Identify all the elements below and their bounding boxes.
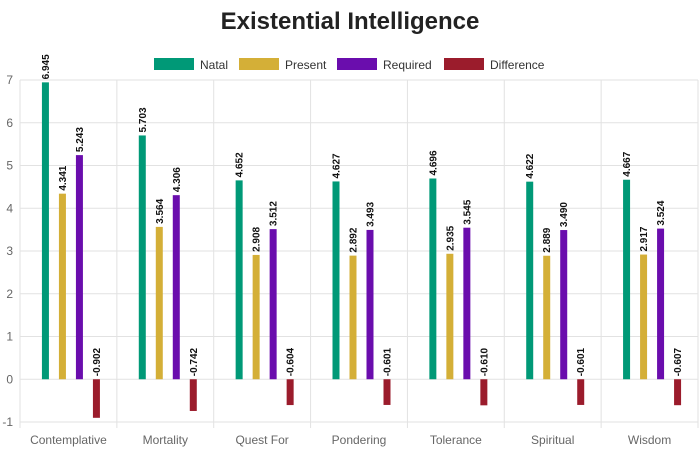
chart-title: Existential Intelligence bbox=[220, 8, 480, 35]
y-tick-label: 0 bbox=[6, 372, 13, 386]
y-tick-label: 5 bbox=[6, 159, 13, 173]
data-label: 3.512 bbox=[269, 201, 280, 226]
data-label: 3.545 bbox=[462, 199, 473, 224]
bar-difference bbox=[383, 379, 391, 405]
data-label: 6.945 bbox=[41, 54, 52, 79]
x-tick-label: Quest For bbox=[235, 433, 288, 447]
data-label: 2.908 bbox=[252, 226, 263, 251]
bar-present bbox=[446, 253, 454, 380]
bar-natal bbox=[429, 178, 437, 380]
data-label: 4.696 bbox=[428, 150, 439, 175]
legend-swatch-required bbox=[337, 58, 377, 70]
legend-label: Difference bbox=[490, 58, 545, 72]
data-label: -0.902 bbox=[92, 347, 103, 376]
x-tick-label: Spiritual bbox=[531, 433, 574, 447]
legend-swatch-difference bbox=[444, 58, 484, 70]
y-tick-label: 1 bbox=[6, 330, 13, 344]
bar-present bbox=[252, 254, 260, 380]
legend-label: Natal bbox=[200, 58, 228, 72]
bar-required bbox=[657, 228, 665, 380]
data-label: 2.892 bbox=[349, 227, 360, 252]
x-tick-label: Mortality bbox=[143, 433, 188, 447]
bar-present bbox=[349, 255, 357, 380]
bar-difference bbox=[189, 379, 197, 411]
data-label: 2.935 bbox=[445, 225, 456, 250]
bar-difference bbox=[286, 379, 294, 406]
bar-natal bbox=[526, 181, 534, 380]
y-tick-label: -1 bbox=[2, 415, 13, 429]
data-label: 3.490 bbox=[559, 202, 570, 227]
data-label: 4.652 bbox=[235, 152, 246, 177]
bar-required bbox=[269, 229, 277, 380]
bar-required bbox=[366, 229, 374, 380]
bar-required bbox=[463, 227, 471, 380]
y-tick-label: 7 bbox=[6, 73, 13, 87]
data-label: -0.610 bbox=[479, 347, 490, 376]
data-label: -0.604 bbox=[286, 347, 297, 376]
bar-difference bbox=[480, 379, 488, 406]
data-label: -0.601 bbox=[383, 347, 394, 376]
y-tick-label: 4 bbox=[6, 201, 13, 215]
x-tick-label: Wisdom bbox=[628, 433, 671, 447]
data-label: 3.524 bbox=[656, 200, 667, 225]
bar-natal bbox=[623, 179, 631, 380]
data-label: -0.742 bbox=[189, 347, 200, 376]
bar-present bbox=[640, 254, 648, 380]
bar-natal bbox=[41, 82, 49, 380]
y-tick-label: 6 bbox=[6, 116, 13, 130]
y-tick-label: 2 bbox=[6, 287, 13, 301]
legend-swatch-natal bbox=[154, 58, 194, 70]
bar-natal bbox=[235, 180, 243, 380]
data-label: 4.306 bbox=[172, 167, 183, 192]
bar-required bbox=[75, 155, 83, 380]
data-label: 3.493 bbox=[366, 201, 377, 226]
bar-present bbox=[543, 255, 551, 380]
x-tick-label: Tolerance bbox=[430, 433, 482, 447]
bar-difference bbox=[577, 379, 585, 405]
data-label: 5.703 bbox=[138, 107, 149, 132]
data-label: 4.341 bbox=[58, 165, 69, 190]
data-label: 2.889 bbox=[542, 227, 553, 252]
data-label: 2.917 bbox=[639, 226, 650, 251]
data-label: 4.622 bbox=[525, 153, 536, 178]
bar-present bbox=[58, 193, 66, 380]
x-tick-label: Pondering bbox=[332, 433, 387, 447]
x-tick-label: Contemplative bbox=[30, 433, 107, 447]
data-label: 3.564 bbox=[155, 198, 166, 223]
data-label: 5.243 bbox=[75, 127, 86, 152]
y-tick-label: 3 bbox=[6, 244, 13, 258]
bar-difference bbox=[92, 379, 100, 418]
legend-swatch-present bbox=[239, 58, 279, 70]
bar-difference bbox=[674, 379, 682, 406]
bar-natal bbox=[332, 181, 340, 380]
data-label: 4.667 bbox=[622, 151, 633, 176]
bar-natal bbox=[138, 135, 146, 380]
bar-required bbox=[172, 195, 180, 380]
legend-label: Present bbox=[285, 58, 327, 72]
data-label: -0.607 bbox=[673, 347, 684, 376]
bar-present bbox=[155, 226, 163, 380]
data-label: 4.627 bbox=[332, 153, 343, 178]
bar-required bbox=[560, 230, 568, 380]
data-label: -0.601 bbox=[576, 347, 587, 376]
legend-label: Required bbox=[383, 58, 432, 72]
